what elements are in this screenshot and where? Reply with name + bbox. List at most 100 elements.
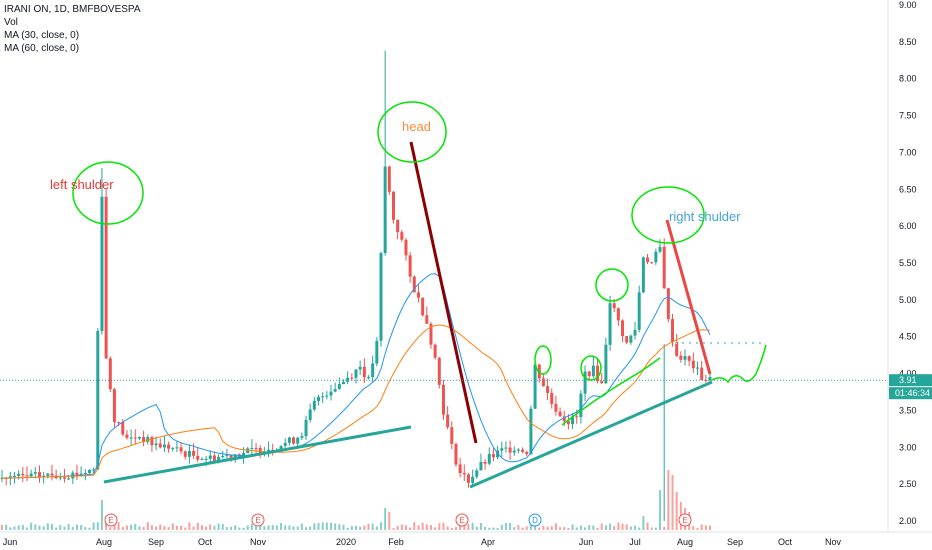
- candle-body: [683, 356, 687, 360]
- volume-bar: [709, 525, 711, 530]
- candle-body: [321, 396, 325, 398]
- volume-bar: [467, 524, 470, 530]
- candle-body: [412, 276, 416, 293]
- candle-body: [675, 341, 679, 356]
- volume-bar: [584, 527, 587, 530]
- volume-bar: [567, 527, 570, 530]
- candle-body: [583, 371, 587, 394]
- volume-bar: [442, 522, 445, 530]
- volume-bar: [496, 527, 499, 530]
- candle-body: [83, 472, 87, 474]
- volume-bar: [625, 524, 628, 530]
- volume-bar: [650, 527, 653, 530]
- candle-body: [242, 453, 246, 457]
- x-tick-label: Aug: [96, 537, 112, 547]
- y-tick-label: 3.00: [899, 442, 917, 452]
- volume-bar: [517, 525, 520, 530]
- volume-bar: [71, 527, 74, 530]
- candle-body: [483, 461, 487, 464]
- volume-bar: [230, 526, 233, 530]
- candle-body: [429, 323, 433, 345]
- candle-body: [546, 386, 550, 393]
- volume-bar: [34, 524, 37, 530]
- volume-bar: [292, 526, 295, 530]
- candle-body: [596, 365, 600, 382]
- annotation-left-shulder: left shulder: [50, 177, 114, 192]
- legend-ma30[interactable]: MA (30, close, 0): [4, 30, 80, 41]
- volume-bar: [550, 526, 553, 530]
- candle-body: [25, 475, 29, 477]
- volume-bar: [234, 525, 237, 530]
- candle-body: [150, 437, 154, 446]
- earnings-marker: [104, 513, 118, 527]
- volume-bar: [559, 527, 562, 530]
- volume-bar: [629, 526, 632, 530]
- dividend-marker-label: D: [532, 516, 538, 525]
- volume-bar: [500, 524, 503, 530]
- volume-bar: [67, 523, 70, 530]
- candle-body: [104, 196, 108, 359]
- candle-body: [58, 477, 62, 479]
- candle-body: [433, 344, 437, 358]
- candle-body: [183, 451, 187, 457]
- candle-body: [512, 450, 516, 453]
- volume-bar: [671, 475, 674, 530]
- candle-body: [362, 366, 366, 378]
- candle-body: [525, 451, 529, 455]
- y-tick-label: 3.50: [899, 405, 917, 415]
- candle-body: [650, 262, 654, 264]
- volume-bar: [130, 524, 133, 530]
- volume-bar: [654, 527, 657, 530]
- volume-bar: [200, 525, 203, 530]
- candle-body: [192, 450, 196, 456]
- volume-bar: [675, 492, 678, 530]
- candle-body: [658, 246, 662, 252]
- candle-body: [246, 448, 250, 454]
- volume-bar: [404, 525, 407, 530]
- candle-body: [516, 449, 520, 451]
- volume-bar: [75, 524, 78, 530]
- circle-left-shoulder: [72, 161, 144, 225]
- candle-body: [579, 393, 583, 418]
- candle-body: [208, 455, 212, 459]
- candle-body: [466, 474, 470, 483]
- volume-bar: [155, 526, 158, 530]
- volume-bar: [488, 527, 491, 530]
- volume-bar: [342, 524, 345, 530]
- volume-bar: [330, 522, 333, 530]
- volume-bar: [59, 525, 62, 530]
- volume-bar: [392, 527, 395, 530]
- volume-bar: [205, 526, 208, 530]
- y-tick-label: 2.50: [899, 479, 917, 489]
- volume-bar: [84, 526, 87, 530]
- volume-bar: [305, 527, 308, 530]
- candle-body: [616, 308, 620, 321]
- candle-body: [200, 459, 204, 461]
- volume-bar: [600, 523, 603, 530]
- candle-body: [67, 478, 71, 480]
- x-tick-label: Sep: [148, 537, 164, 547]
- volume-bar: [596, 527, 599, 530]
- volume-bar: [413, 522, 416, 530]
- candle-body: [458, 464, 462, 474]
- candle-body: [587, 371, 591, 377]
- volume-bar: [25, 527, 28, 530]
- candle-body: [62, 477, 66, 479]
- earnings-marker: [251, 513, 265, 527]
- candle-body: [566, 421, 570, 425]
- candle-body: [229, 454, 233, 459]
- volume-bar: [142, 526, 145, 530]
- volume-bar: [150, 525, 153, 530]
- volume-bar: [246, 525, 249, 530]
- volume-bar: [409, 527, 412, 530]
- legend-ma60[interactable]: MA (60, close, 0): [4, 43, 80, 54]
- candle-body: [687, 356, 691, 361]
- volume-bar: [421, 522, 424, 530]
- legend-vol[interactable]: Vol: [4, 17, 18, 28]
- volume-bar: [575, 527, 578, 530]
- candle-body: [625, 336, 629, 343]
- legend-symbol[interactable]: IRANI ON, 1D, BMFBOVESPA: [4, 4, 141, 15]
- trendline-left-support: [103, 425, 412, 484]
- x-tick-label: Sep: [727, 537, 743, 547]
